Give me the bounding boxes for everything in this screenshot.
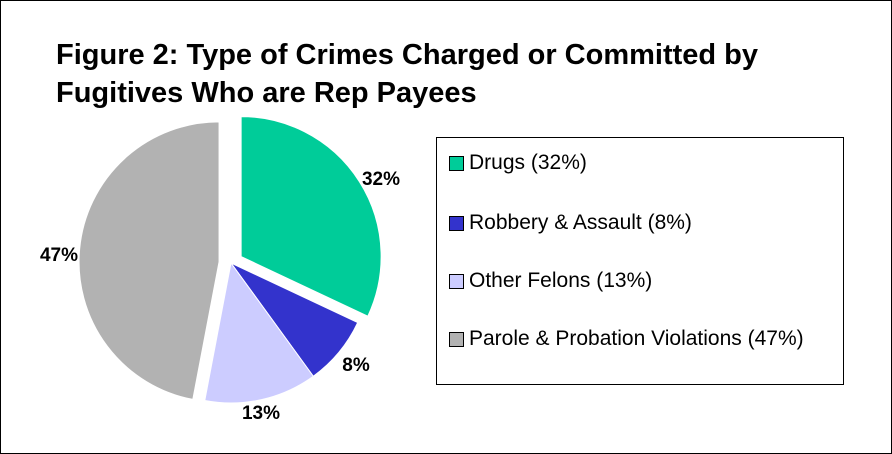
chart-title: Figure 2: Type of Crimes Charged or Comm… [56,36,856,112]
data-label-robbery-assault: 8% [342,355,370,376]
legend-item-drugs: Drugs (32%) [449,150,839,176]
legend-item-robbery-assault: Robbery & Assault (8%) [449,210,839,236]
data-label-other-felons: 13% [242,403,280,424]
chart-title-line-1: Figure 2: Type of Crimes Charged or Comm… [56,39,759,71]
legend-swatch-other-felons [449,274,464,289]
legend-swatch-robbery-assault [449,216,464,231]
data-label-parole-probation: 47% [40,245,78,266]
legend-label-drugs: Drugs (32%) [469,151,587,174]
legend-swatch-parole-probation [449,332,464,347]
pie-slice-parole-probation [78,121,220,400]
legend-label-parole-probation: Parole & Probation Violations (47%) [469,327,804,350]
chart-title-line-2: Fugitives Who are Rep Payees [56,77,477,109]
chart-legend: Drugs (32%) Robbery & Assault (8%) Other… [436,137,844,385]
legend-label-other-felons: Other Felons (13%) [469,269,653,292]
pie-slice-drugs [240,116,382,317]
pie-slice-other-felons [204,261,314,404]
legend-swatch-drugs [449,156,464,171]
data-label-drugs: 32% [362,169,400,190]
legend-item-other-felons: Other Felons (13%) [449,268,839,294]
legend-item-parole-probation: Parole & Probation Violations (47%) [449,326,839,352]
legend-label-robbery-assault: Robbery & Assault (8%) [469,211,692,234]
